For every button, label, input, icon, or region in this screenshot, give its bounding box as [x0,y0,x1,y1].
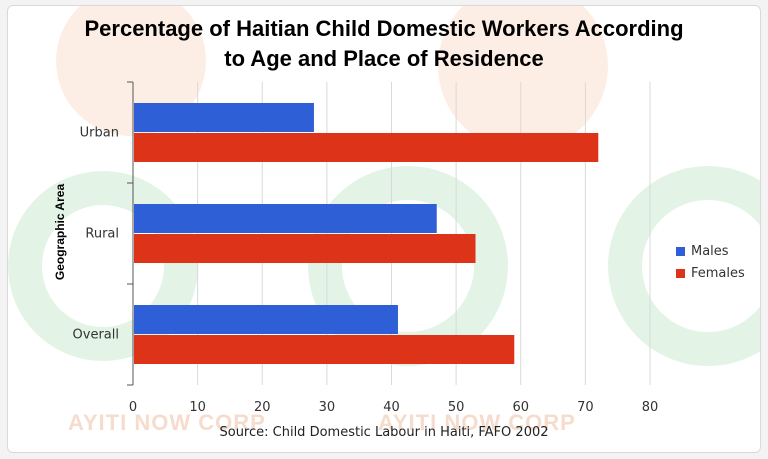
bar-urban-males [134,103,314,132]
x-tick-label-50: 50 [448,400,465,415]
bar-rural-females [134,234,476,263]
chart-title-line-1: Percentage of Haitian Child Domestic Wor… [84,16,684,41]
bar-rural-males [134,204,437,233]
watermark-circle-right [438,6,608,151]
x-tick-label-10: 10 [189,400,206,415]
x-tick-label-70: 70 [577,400,594,415]
x-tick-label-80: 80 [642,400,659,415]
legend: Males Females [676,240,745,284]
x-tick-label-0: 0 [129,400,137,415]
chart-title-line-2: to Age and Place of Residence [224,46,544,71]
y-tick-label-urban: Urban [80,126,119,141]
x-tick-label-20: 20 [254,400,271,415]
x-tick-label-40: 40 [383,400,400,415]
legend-label-females: Females [691,265,745,281]
y-axis-label: Geographic Area [53,183,67,281]
legend-label-males: Males [691,243,729,259]
watermark-text-2: AYITI NOW CORP [378,410,576,435]
x-tick-label-30: 30 [319,400,336,415]
legend-item-males: Males [676,240,745,262]
y-tick-label-overall: Overall [73,328,119,343]
bar-overall-males [134,305,398,334]
legend-swatch-females [676,268,685,278]
bar-overall-females [134,335,515,364]
source-note: Source: Child Domestic Labour in Haiti, … [219,425,549,440]
legend-item-females: Females [676,262,745,284]
bar-urban-females [134,133,599,162]
legend-swatch-males [676,246,685,256]
x-tick-label-60: 60 [512,400,529,415]
chart-title: Percentage of Haitian Child Domestic Wor… [0,14,768,74]
watermark-text-1: AYITI NOW CORP [68,410,266,435]
y-tick-label-rural: Rural [85,227,119,242]
